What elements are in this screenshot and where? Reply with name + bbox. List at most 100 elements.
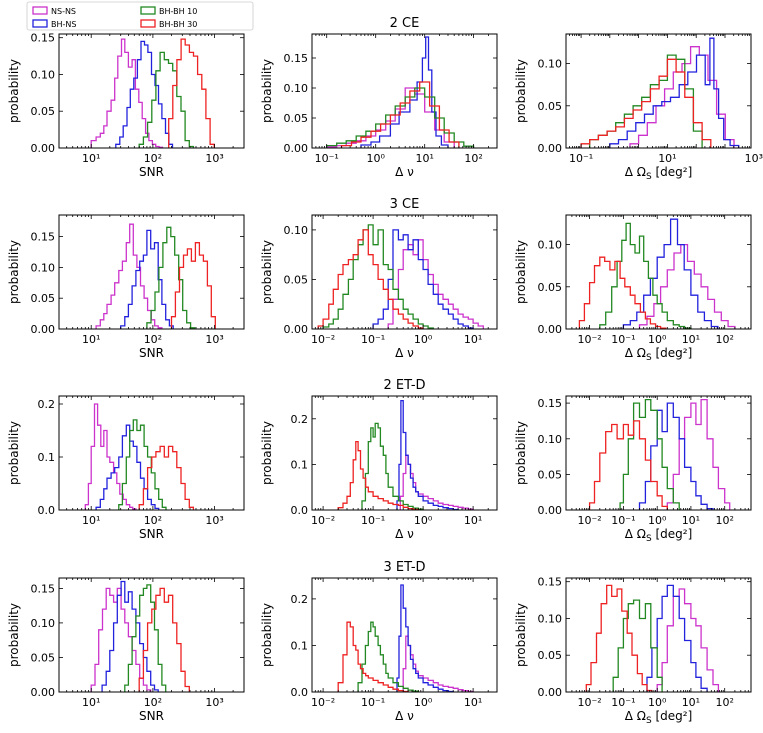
series-bh-bh-30 [138, 587, 190, 692]
x-axis-label: SNR [139, 527, 164, 541]
series-bh-ns [638, 402, 714, 510]
x-tick-label: 10⁻¹ [361, 696, 385, 709]
panel-2-1: 10⁻² 10⁻¹ 10⁰ 10¹ 0.0 0.1 0.2 probability Δ ν [260, 395, 498, 541]
y-tick-label: 0.05 [31, 652, 56, 665]
row-title-0: 2 CE [390, 16, 420, 31]
y-tick-label: 0.05 [538, 281, 563, 294]
x-tick-label: 10² [144, 514, 162, 527]
x-tick-label: 10² [144, 152, 162, 165]
x-axis-label: Δ ν [395, 346, 414, 360]
x-tick-label: 10⁰ [414, 696, 433, 709]
y-axis-label: probability [260, 603, 274, 667]
y-tick-label: 0.15 [284, 52, 309, 65]
series-ns-ns [399, 454, 474, 510]
x-tick-label: 10⁰ [366, 152, 385, 165]
y-tick-label: 0.10 [538, 613, 563, 626]
plot-frame [58, 214, 245, 330]
plot-frame [311, 33, 498, 149]
x-axis-label: Δ ν [395, 165, 414, 179]
x-tick-label: 10² [715, 696, 733, 709]
x-tick-label: 10¹ [464, 696, 482, 709]
y-tick-label: 0.10 [284, 82, 309, 95]
series-bh-ns [101, 580, 159, 692]
plot-frame [58, 33, 245, 149]
series-group [337, 584, 474, 692]
series-bh-ns [396, 399, 459, 510]
legend-label-3: BH-BH 30 [159, 20, 197, 29]
x-tick-label: 10⁻² [311, 333, 335, 346]
x-tick-label: 10⁰ [648, 514, 667, 527]
y-tick-label: 0.00 [538, 686, 563, 699]
series-group [326, 36, 475, 148]
x-tick-label: 10⁻² [577, 696, 601, 709]
series-group [578, 218, 736, 329]
y-tick-label: 0.05 [284, 273, 309, 286]
series-bh-ns [396, 584, 454, 692]
y-axis-label: probability [514, 421, 528, 485]
y-axis-label: probability [7, 59, 21, 123]
y-tick-label: 0.10 [538, 58, 563, 71]
y-axis-label: probability [7, 603, 21, 667]
panel-0-1: 10⁻¹ 10⁰ 10¹ 10² 0.00 0.05 0.10 0.15 probability… [260, 33, 498, 179]
y-tick-label: 0.2 [38, 398, 56, 411]
y-axis-label: probability [514, 240, 528, 304]
series-bh-bh-30 [170, 242, 216, 329]
legend-label-2: BH-BH 10 [159, 7, 197, 16]
series-ns-ns [656, 588, 720, 692]
series-bh-bh-10 [361, 422, 424, 510]
series-bh-bh-10 [138, 51, 195, 148]
series-bh-bh-10 [322, 224, 434, 329]
x-tick-label: 10² [464, 152, 482, 165]
series-group [588, 398, 731, 510]
x-tick-label: 10¹ [682, 333, 700, 346]
x-axis-label: SNR [139, 346, 164, 360]
series-ns-ns [666, 398, 731, 510]
series-bh-ns [115, 40, 174, 148]
panel-0-0: 10¹ 10² 10³ 0.00 0.05 0.10 0.15 probability SNR [7, 32, 245, 179]
y-tick-label: 0.15 [31, 582, 56, 595]
y-tick-label: 0.0 [38, 504, 56, 517]
legend-swatch-1 [32, 19, 48, 28]
y-tick-label: 0.10 [31, 617, 56, 630]
x-tick-label: 10⁻¹ [361, 514, 385, 527]
series-bh-bh-30 [578, 256, 667, 329]
y-axis-label: probability [7, 240, 21, 304]
y-tick-label: 0.00 [538, 323, 563, 336]
legend-label-1: BH-NS [51, 20, 76, 29]
y-tick-label: 0.1 [291, 458, 309, 471]
series-ns-ns [629, 46, 735, 148]
y-tick-label: 0.2 [291, 593, 309, 606]
row-title-3: 3 ET-D [383, 560, 425, 575]
x-tick-label: 10⁻¹ [611, 696, 635, 709]
panel-2-2: 10⁻² 10⁻¹ 10⁰ 10¹ 10² 0.00 0.05 0.10 0.15 probabi… [514, 395, 752, 544]
x-tick-label: 10³ [745, 152, 763, 165]
series-bh-bh-30 [585, 584, 653, 692]
y-tick-label: 0.05 [538, 100, 563, 113]
series-bh-ns [622, 218, 719, 329]
plot-frame [311, 395, 498, 511]
panel-1-1: 10⁻² 10⁻¹ 10⁰ 10¹ 0.00 0.05 0.10 probability Δ ν [260, 214, 498, 360]
series-bh-bh-10 [612, 599, 663, 692]
panel-1-2: 10⁻² 10⁻¹ 10⁰ 10¹ 10² 0.00 0.05 0.10 probability… [514, 214, 752, 363]
legend-swatch-2 [140, 6, 156, 15]
x-tick-label: 10⁰ [648, 333, 667, 346]
plot-frame [565, 577, 752, 693]
y-tick-label: 0.2 [291, 413, 309, 426]
series-ns-ns [638, 243, 736, 329]
panel-1-0: 10¹ 10² 10³ 0.00 0.05 0.10 0.15 probability SNR [7, 214, 245, 360]
x-tick-label: 10⁻² [311, 514, 335, 527]
x-tick-label: 10² [144, 696, 162, 709]
series-bh-ns [120, 229, 174, 329]
x-tick-label: 10⁻¹ [569, 152, 593, 165]
y-tick-label: 0.15 [538, 397, 563, 410]
x-tick-label: 10⁰ [414, 514, 433, 527]
plot-frame [58, 395, 245, 511]
y-tick-label: 0.05 [284, 112, 309, 125]
series-bh-bh-30 [168, 38, 215, 148]
x-tick-label: 10¹ [82, 514, 100, 527]
y-axis-label: probability [260, 240, 274, 304]
y-tick-label: 0.00 [284, 142, 309, 155]
y-tick-label: 0.0 [291, 686, 309, 699]
plot-frame [58, 577, 245, 693]
